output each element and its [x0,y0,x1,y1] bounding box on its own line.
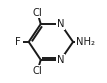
Text: F: F [15,37,21,47]
Text: N: N [57,55,64,65]
Text: Cl: Cl [33,66,42,76]
Text: Cl: Cl [33,8,42,18]
Text: N: N [57,19,64,29]
Text: NH₂: NH₂ [76,37,95,47]
